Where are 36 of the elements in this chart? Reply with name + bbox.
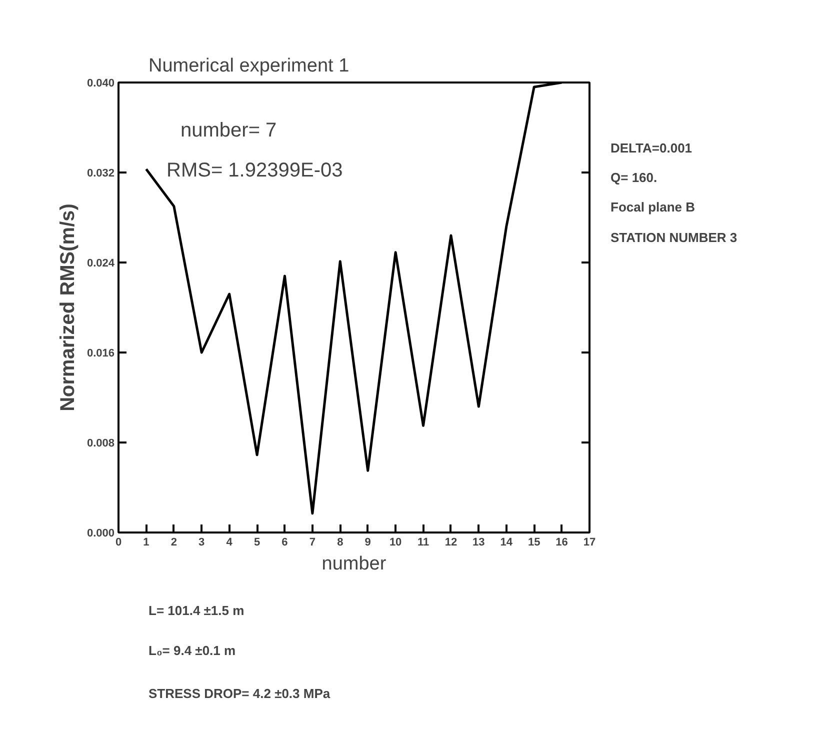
x-tick-label: 4: [226, 536, 234, 548]
y-tick-label: 0.000: [86, 528, 115, 540]
y-tick-label: 0.024: [86, 258, 116, 270]
x-tick-label: 5: [254, 536, 260, 548]
text: Focal plane B: [610, 200, 696, 215]
x-tick-label: 14: [500, 536, 514, 548]
x-tick-label: 3: [198, 536, 205, 548]
x-tick-label: 8: [337, 536, 344, 548]
text: STRESS DROP= 4.2 ±0.3 MPa: [148, 686, 331, 701]
x-tick-label: 1: [143, 536, 150, 548]
x-tick-label: 17: [583, 536, 596, 548]
x-tick-label: 11: [417, 536, 430, 548]
y-tick-label: 0.008: [86, 438, 115, 450]
text: STATION NUMBER 3: [610, 230, 738, 246]
x-tick-label: 16: [556, 536, 568, 548]
x-tick-label: 15: [528, 536, 540, 548]
y-tick-label: 0.040: [86, 78, 115, 90]
y-tick-label: 0.016: [86, 348, 115, 360]
y-axis-title: Normarized RMS(m/s): [56, 204, 79, 412]
x-tick-label: 0: [115, 536, 122, 548]
y-tick-label: 0.032: [86, 168, 115, 180]
x-tick-label: 12: [444, 536, 458, 548]
chart-title: Numerical experiment 1: [148, 56, 350, 76]
text: L= 101.4 ±1.5 m: [148, 603, 244, 618]
text: DELTA=0.001: [610, 140, 692, 156]
text: Q= 160.: [610, 170, 658, 186]
x-tick-label: 9: [364, 536, 371, 548]
text: L₀= 9.4 ±0.1 m: [148, 643, 236, 658]
annotation: RMS= 1.92399E-03: [166, 160, 343, 182]
x-tick-label: 6: [282, 536, 288, 548]
x-tick-label: 10: [389, 536, 402, 548]
x-axis-title: number: [322, 554, 387, 574]
x-tick-label: 2: [170, 536, 177, 548]
x-tick-label: 7: [309, 536, 316, 548]
annotation: number= 7: [180, 120, 277, 142]
x-tick-label: 13: [472, 536, 485, 548]
